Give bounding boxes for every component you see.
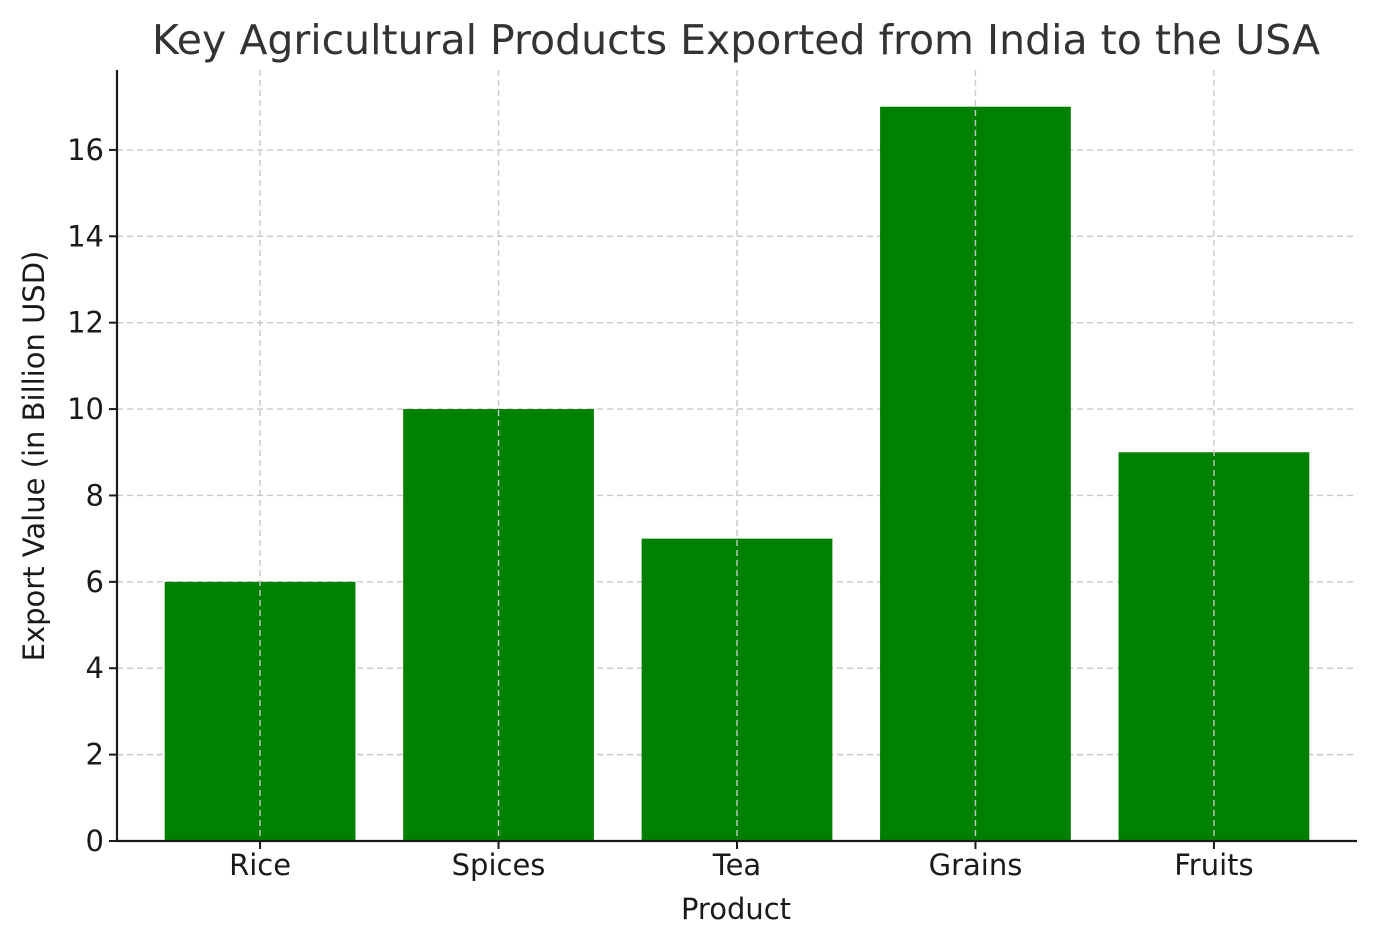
x-tick-label: Rice	[229, 848, 291, 882]
y-tick-label: 14	[67, 219, 104, 253]
y-tick-label: 16	[67, 133, 104, 167]
y-tick-label: 12	[67, 306, 104, 340]
y-tick-label: 2	[86, 738, 104, 772]
y-tick-label: 4	[86, 651, 104, 685]
x-axis-label: Product	[681, 892, 791, 926]
x-axis-ticks: Rice Spices Tea Grains Fruits	[229, 841, 1254, 882]
bar-fruits	[1118, 452, 1310, 841]
y-axis-ticks: 0 2 4 6 8 10 12 14 16	[67, 133, 117, 858]
y-tick-label: 10	[67, 392, 104, 426]
y-tick-label: 0	[86, 824, 104, 858]
y-tick-label: 8	[86, 478, 104, 512]
bars	[164, 106, 1310, 841]
x-tick-label: Tea	[712, 848, 761, 882]
y-axis-label: Export Value (in Billion USD)	[17, 251, 51, 662]
x-tick-label: Fruits	[1174, 848, 1253, 882]
x-tick-label: Spices	[452, 848, 546, 882]
x-gridlines	[259, 70, 1215, 841]
x-tick-label: Grains	[929, 848, 1023, 882]
y-tick-label: 6	[86, 565, 104, 599]
chart-title: Key Agricultural Products Exported from …	[152, 16, 1320, 64]
